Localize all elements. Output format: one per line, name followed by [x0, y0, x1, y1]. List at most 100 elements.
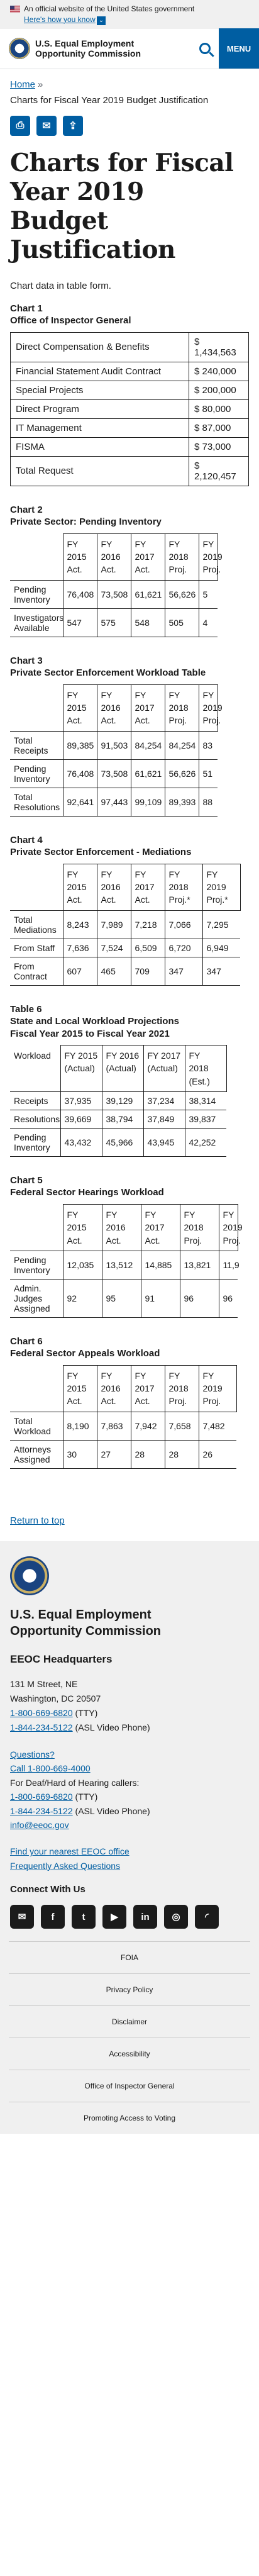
find-office-link[interactable]: Find your nearest EEOC office — [10, 1846, 130, 1856]
footer-link-item: FOIA — [9, 1941, 250, 1973]
table-corner — [10, 1204, 63, 1251]
tty-phone-link[interactable]: 1-800-669-6820 — [10, 1708, 73, 1718]
address-street: 131 M Street, NE — [10, 1677, 249, 1692]
email-link[interactable]: info@eeoc.gov — [10, 1820, 69, 1830]
main-content: Home» Charts for Fiscal Year 2019 Budget… — [0, 79, 259, 1526]
cell-line: 2015 — [67, 1383, 87, 1393]
connect-heading: Connect With Us — [10, 1884, 249, 1895]
footer-link[interactable]: Office of Inspector General — [84, 2082, 174, 2090]
twitter-link[interactable]: t — [72, 1905, 96, 1929]
column-header: FY 2016 Act. — [97, 1365, 131, 1412]
chart4-table-scroll[interactable]: FY 2015 Act. FY 2016 Act. FY 2017 Act. FY 2018 Proj… — [10, 864, 259, 986]
chevron-down-icon: ⌄ — [97, 16, 106, 25]
row-label: Direct Program — [11, 399, 189, 418]
site-title[interactable]: U.S. Equal Employment Opportunity Commis… — [35, 38, 155, 59]
email-link[interactable]: ✉ — [10, 1905, 34, 1929]
table-cell: 97,443 — [97, 788, 131, 816]
row-value: $ 1,434,563 — [189, 332, 249, 362]
deaf-callers-text: For Deaf/Hard of Hearing callers: — [10, 1776, 249, 1790]
table-cell: 27 — [97, 1440, 131, 1468]
asl-phone-link[interactable]: 1-844-234-5122 — [10, 1722, 73, 1732]
search-icon — [199, 43, 211, 54]
menu-button[interactable]: MENU — [219, 28, 259, 69]
faq-link[interactable]: Frequently Asked Questions — [10, 1861, 120, 1871]
cell-line: 2019 — [223, 1222, 243, 1232]
table-cell: 92,641 — [63, 788, 97, 816]
cell-line: Proj.* — [207, 895, 228, 905]
table-cell: 347 — [202, 957, 240, 985]
cell-line: Pending — [14, 584, 46, 594]
site-header: U.S. Equal Employment Opportunity Commis… — [0, 29, 259, 69]
cell-line: From — [14, 961, 35, 971]
cell-line: (Actual) — [148, 1063, 178, 1073]
search-button[interactable] — [191, 28, 219, 69]
cell-line: Act. — [135, 715, 150, 725]
cell-line: Available — [14, 623, 50, 633]
facebook-icon: f — [52, 1912, 55, 1922]
cell-line: FY — [207, 869, 218, 879]
heres-how-you-know-link[interactable]: Here's how you know ⌄ — [24, 14, 249, 25]
chart5-table-scroll[interactable]: FY 2015 Act. FY 2016 Act. FY 2017 Act. FY 2018 Proj… — [10, 1204, 259, 1318]
table-cell: 347 — [165, 957, 202, 985]
eeoc-seal-logo[interactable] — [9, 38, 30, 59]
share-button[interactable]: ⇪ — [63, 116, 83, 136]
footer-link[interactable]: FOIA — [121, 1953, 138, 1962]
tty-phone-link-2[interactable]: 1-800-669-6820 — [10, 1792, 73, 1802]
cell-line: FY — [203, 690, 214, 700]
table6-subtitle: State and Local Workload Projections — [10, 1015, 249, 1028]
table-cell: 56,626 — [165, 759, 199, 788]
footer-link[interactable]: Accessibility — [109, 2049, 150, 2058]
cell-line: 2019 — [203, 1383, 223, 1393]
cell-line: Mediations — [14, 925, 57, 935]
cell-line: Act. — [135, 895, 150, 905]
rss-link[interactable]: ◜ — [195, 1905, 219, 1929]
column-header: FY 2018 Proj.* — [165, 864, 202, 910]
table-cell: 7,218 — [131, 910, 165, 939]
table-corner — [10, 1365, 63, 1412]
row-header: Total Resolutions — [10, 788, 63, 816]
chart1-label: Chart 1 — [10, 303, 249, 315]
table-corner — [10, 533, 63, 580]
cell-line: Assigned — [14, 1303, 50, 1313]
address-city: Washington, DC 20507 — [10, 1692, 249, 1706]
cell-line: Act. — [101, 715, 116, 725]
table6-table-scroll[interactable]: Workload FY 2015 (Actual) FY 2016 (Actual) FY… — [10, 1045, 259, 1157]
cell-line: FY — [203, 1371, 214, 1381]
instagram-link[interactable]: ◎ — [164, 1905, 188, 1929]
footer-link[interactable]: Privacy Policy — [106, 1985, 153, 1994]
linkedin-link[interactable]: in — [133, 1905, 157, 1929]
return-to-top-link[interactable]: Return to top — [10, 1515, 65, 1526]
footer-link[interactable]: Disclaimer — [112, 2017, 147, 2026]
footer-link-item: Accessibility — [9, 2038, 250, 2070]
cell-line: 2016 — [101, 882, 121, 892]
questions-link[interactable]: Questions? — [10, 1749, 55, 1759]
footer-link[interactable]: Promoting Access to Voting — [84, 2114, 175, 2122]
table-cell: 73,508 — [97, 759, 131, 788]
cell-line: 2017 — [135, 1383, 155, 1393]
cell-line: 2016 — [101, 703, 121, 713]
print-button[interactable]: ⎙ — [10, 116, 30, 136]
chart6-table-scroll[interactable]: FY 2015 Act. FY 2016 Act. FY 2017 Act. FY 2018 Proj… — [10, 1365, 259, 1469]
asl-phone-link-2[interactable]: 1-844-234-5122 — [10, 1806, 73, 1816]
chart3-table-scroll[interactable]: FY 2015 Act. FY 2016 Act. FY 2017 Act. FY 2018 Proj… — [10, 684, 259, 817]
cell-line: Act. — [145, 1235, 160, 1246]
chart6-table: FY 2015 Act. FY 2016 Act. FY 2017 Act. FY 2018 Proj… — [10, 1365, 237, 1469]
table-row: Direct Program $ 80,000 — [11, 399, 249, 418]
call-link[interactable]: Call 1-800-669-4000 — [10, 1763, 91, 1773]
table-cell: 7,482 — [199, 1412, 236, 1440]
table-row: Attorneys Assigned 30 27 28 28 26 — [10, 1440, 236, 1468]
youtube-link[interactable]: ▶ — [102, 1905, 126, 1929]
facebook-link[interactable]: f — [41, 1905, 65, 1929]
cell-line: Act. — [67, 1235, 82, 1246]
table-cell: 547 — [63, 608, 97, 637]
table-cell: 89,385 — [63, 731, 97, 759]
chart2-table-scroll[interactable]: FY 2015 Act. FY 2016 Act. FY 2017 Act. FY 2018 Proj… — [10, 533, 259, 637]
email-share-button[interactable]: ✉ — [36, 116, 57, 136]
table-row: Pending Inventory 76,408 73,508 61,621 56,626… — [10, 759, 218, 788]
know-label: Here's how you know — [24, 15, 96, 24]
table-row: From Staff 7,636 7,524 6,509 6,720 6,949 — [10, 939, 240, 957]
table-cell: 7,066 — [165, 910, 202, 939]
table-cell: 13,821 — [180, 1251, 219, 1279]
breadcrumb-home-link[interactable]: Home — [10, 79, 35, 90]
us-flag-icon — [10, 6, 20, 13]
